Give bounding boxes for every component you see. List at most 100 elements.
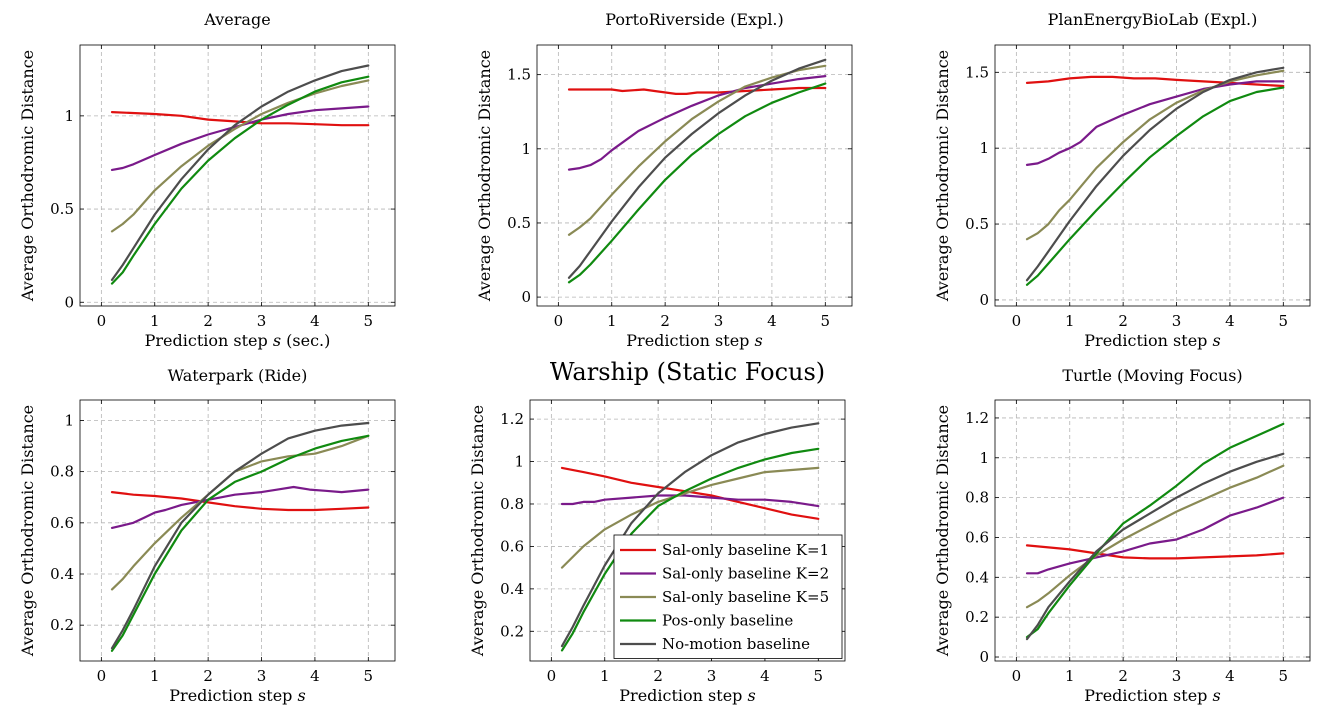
x-tick-label: 4 [1225, 312, 1235, 330]
x-tick-label: 4 [310, 312, 320, 330]
series-group [110, 64, 370, 285]
y-tick-label: 1 [979, 449, 989, 467]
series-line-pos-only-baseline [567, 82, 827, 284]
grid [537, 45, 852, 306]
series-line-sal-only-baseline-k-2 [110, 105, 370, 171]
y-tick-label: 0.8 [500, 495, 524, 513]
x-tick-label: 5 [821, 312, 831, 330]
series-line-no-motion-baseline [110, 64, 370, 281]
series-line-sal-only-baseline-k-2 [567, 74, 827, 171]
series-group [567, 58, 827, 284]
y-tick-label: 0.5 [507, 214, 531, 232]
subplot-3: 0 1 2 3 4 5 0 0.5 1 1.5 PlanEnergyBioLab (Expl.) Pr… [933, 10, 1311, 350]
x-tick-label: 0 [547, 667, 557, 685]
y-tick-label: 0.8 [965, 489, 989, 507]
grid [995, 45, 1310, 306]
x-axis-label: Prediction step s [619, 686, 755, 705]
x-tick-label: 0 [97, 312, 107, 330]
series-line-pos-only-baseline [110, 434, 370, 652]
series-line-pos-only-baseline [110, 75, 370, 285]
x-tick-label: 2 [203, 667, 213, 685]
x-tick-label: 0 [1012, 312, 1022, 330]
x-tick-label: 1 [600, 667, 610, 685]
series-line-sal-only-baseline-k-2 [1025, 496, 1285, 575]
x-tick-label: 1 [1065, 667, 1075, 685]
x-tick-label: 0 [554, 312, 564, 330]
chart-title: Warship (Static Focus) [550, 358, 825, 386]
x-tick-label: 5 [364, 312, 374, 330]
subplot-1: 0 1 2 3 4 5 0 0.5 1 Average Prediction step s (sec… [18, 10, 396, 350]
axes-frame [529, 399, 846, 662]
legend-label: Sal-only baseline K=1 [662, 541, 829, 559]
subplot-4: 0 1 2 3 4 5 0.2 0.4 0.6 0.8 1 Waterpark (Ride) Predi… [18, 366, 396, 705]
series-line-sal-only-baseline-k-5 [1025, 69, 1285, 241]
x-tick-label: 3 [714, 312, 724, 330]
y-tick-label: 0.4 [965, 568, 989, 586]
axes-frame [994, 399, 1311, 662]
chart-title: PortoRiverside (Expl.) [605, 10, 784, 29]
series-line-no-motion-baseline [1025, 452, 1285, 641]
y-tick-label: 0.4 [500, 580, 524, 598]
axes-frame [536, 44, 853, 307]
chart-title: Turtle (Moving Focus) [1062, 366, 1242, 385]
y-tick-label: 0.2 [500, 622, 524, 640]
chart-title: Waterpark (Ride) [168, 366, 308, 385]
legend: Sal-only baseline K=1 Sal-only baseline K… [613, 534, 843, 659]
y-tick-label: 1 [979, 139, 989, 157]
x-tick-label: 2 [1118, 667, 1128, 685]
grid [80, 400, 395, 661]
series-line-pos-only-baseline [1025, 422, 1285, 639]
x-axis-label: Prediction step s [1084, 686, 1220, 705]
y-tick-label: 0.5 [965, 215, 989, 233]
series-line-sal-only-baseline-k-5 [1025, 464, 1285, 609]
legend-label: Sal-only baseline K=5 [662, 588, 829, 606]
series-line-sal-only-baseline-k-2 [560, 494, 820, 508]
x-axis-label: Prediction step s [169, 686, 305, 705]
y-tick-label: 1 [64, 107, 74, 125]
grid [80, 45, 395, 306]
series-line-no-motion-baseline [1025, 66, 1285, 282]
series-line-pos-only-baseline [1025, 86, 1285, 286]
axes-frame [79, 44, 396, 307]
series-line-pos-only-baseline [560, 447, 820, 652]
axes-frame [994, 44, 1311, 307]
series-group [1025, 66, 1285, 286]
x-tick-label: 3 [1172, 312, 1182, 330]
series-group [1025, 422, 1285, 641]
subplot-6: 0 1 2 3 4 5 0 0.2 0.4 0.6 0.8 1 1.2 Turtle (Moving Fo… [933, 366, 1311, 705]
series-line-no-motion-baseline [567, 58, 827, 279]
x-tick-label: 1 [150, 667, 160, 685]
y-tick-label: 1 [521, 140, 531, 158]
x-axis-label: Prediction step s [626, 331, 762, 350]
x-tick-label: 5 [1279, 667, 1289, 685]
subplot-2: 0 1 2 3 4 5 0 0.5 1 1.5 PortoRiverside (Expl.) Pred… [475, 10, 853, 350]
y-tick-label: 0 [979, 291, 989, 309]
y-tick-label: 1.2 [500, 410, 524, 428]
y-tick-label: 0.5 [50, 200, 74, 218]
series-line-no-motion-baseline [110, 421, 370, 650]
x-tick-label: 5 [364, 667, 374, 685]
y-tick-label: 1.5 [965, 63, 989, 81]
x-tick-label: 1 [150, 312, 160, 330]
series-line-sal-only-baseline-k-5 [110, 434, 370, 591]
grid [995, 400, 1310, 661]
series-line-sal-only-baseline-k-1 [110, 110, 370, 127]
x-tick-label: 4 [760, 667, 770, 685]
y-axis-label: Average Orthodromic Distance [468, 405, 487, 657]
y-tick-label: 0 [521, 288, 531, 306]
x-tick-label: 2 [660, 312, 670, 330]
x-tick-label: 2 [203, 312, 213, 330]
y-tick-label: 0 [64, 293, 74, 311]
x-tick-label: 1 [607, 312, 617, 330]
y-axis-label: Average Orthodromic Distance [475, 50, 494, 302]
y-axis-label: Average Orthodromic Distance [933, 50, 952, 302]
series-group [560, 422, 820, 652]
x-tick-label: 0 [97, 667, 107, 685]
y-tick-label: 1.5 [507, 66, 531, 84]
x-tick-label: 4 [310, 667, 320, 685]
x-axis-label: Prediction step s [1084, 331, 1220, 350]
x-tick-label: 5 [1279, 312, 1289, 330]
x-tick-label: 3 [257, 312, 267, 330]
x-tick-label: 4 [1225, 667, 1235, 685]
